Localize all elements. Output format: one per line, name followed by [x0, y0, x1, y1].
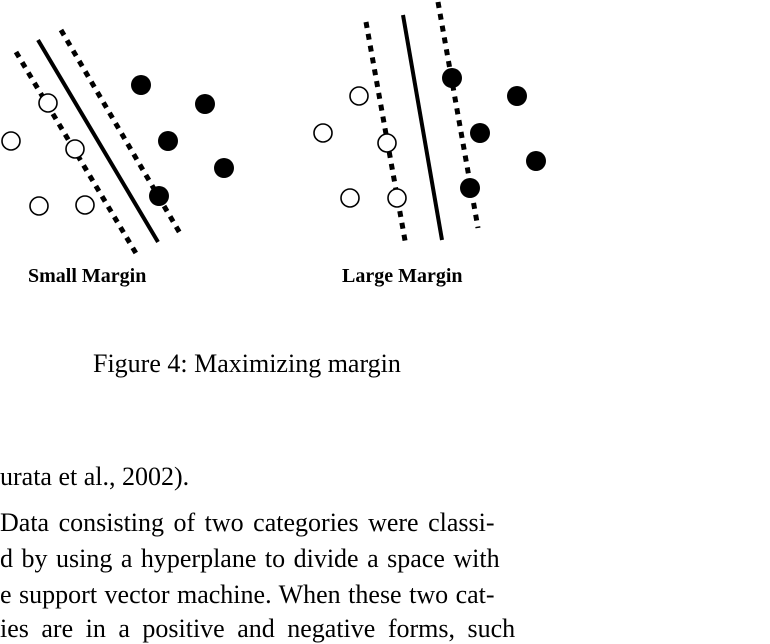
large-margin-diagram — [313, 1, 546, 247]
body-text-line: urata et al., 2002). — [0, 462, 190, 491]
body-text-line: Data consisting of two categories were c… — [0, 508, 495, 537]
body-text-line: d by using a hyperplane to divide a spac… — [0, 544, 500, 573]
body-text-line: ies are in a positive and negative forms… — [0, 614, 516, 643]
positive-point — [131, 75, 151, 95]
positive-point — [526, 151, 546, 171]
negative-support-vector — [377, 133, 397, 153]
positive-point — [195, 94, 215, 114]
positive-point — [507, 86, 527, 106]
negative-point — [29, 196, 49, 216]
positive-support-vector — [460, 178, 480, 198]
figure-drawing — [1, 1, 546, 257]
negative-point — [1, 131, 21, 151]
positive-support-vector — [442, 68, 462, 88]
negative-point — [75, 195, 95, 215]
panel-label-large-margin: Large Margin — [342, 265, 463, 287]
positive-point — [470, 123, 490, 143]
svm-margin-figure: Small Margin Large Margin — [0, 0, 770, 300]
separating-hyperplane — [36, 38, 160, 244]
small-margin-diagram — [1, 28, 234, 257]
negative-point — [313, 123, 333, 143]
margin-boundary-right — [435, 1, 481, 229]
panel-label-small-margin: Small Margin — [28, 265, 147, 287]
negative-support-vector — [387, 188, 407, 208]
negative-point — [349, 86, 369, 106]
positive-support-vector — [149, 186, 169, 206]
negative-support-vector — [38, 93, 58, 113]
negative-support-vector — [65, 139, 85, 159]
positive-point — [158, 131, 178, 151]
negative-point — [340, 188, 360, 208]
positive-point — [214, 158, 234, 178]
body-text-line: e support vector machine. When these two… — [0, 580, 495, 609]
separating-hyperplane — [401, 14, 444, 241]
figure-caption: Figure 4: Maximizing margin — [93, 349, 401, 378]
margin-boundary-left — [13, 50, 140, 257]
